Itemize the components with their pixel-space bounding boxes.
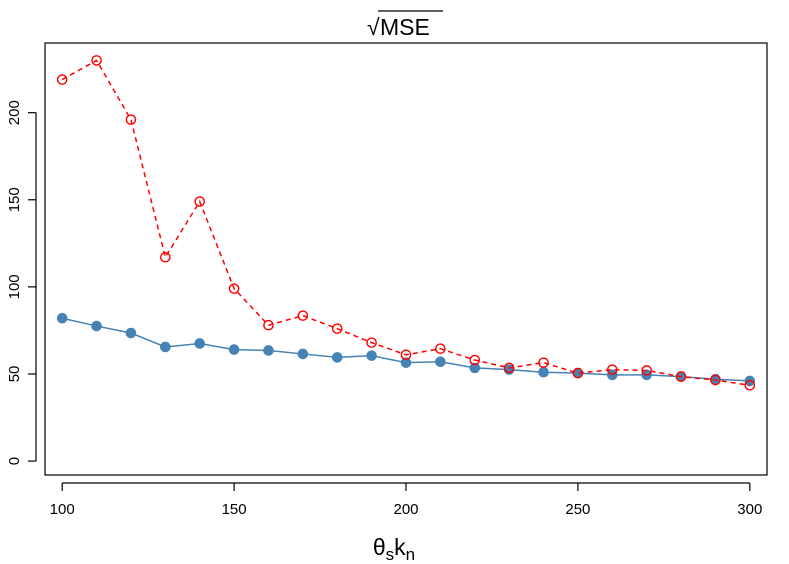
series-2-point [641,365,652,376]
series-2-point [675,371,687,382]
series-1-point [400,357,412,368]
series-2-point [331,323,343,334]
x-axis-label-sub2: n [406,545,415,564]
series-2-point [160,251,171,263]
y-tick-label: 200 [6,100,23,125]
series-2-point [125,114,137,125]
series-2-point [400,349,412,361]
x-tick-label: 150 [222,501,247,518]
series-2-point [572,367,584,379]
series-1-point [538,366,549,378]
series-2-point [606,364,618,375]
series-2-point [503,362,515,374]
series-1-point [160,341,171,353]
y-tick-label: 0 [6,457,23,465]
series-2-point [228,283,240,294]
y-tick-label: 50 [6,366,23,383]
series-2-point [538,357,549,368]
series-1-point [263,345,274,356]
series-1-point [366,350,377,361]
series-2-point [710,374,721,386]
series-2-point [435,343,446,355]
y-axis: 0 50 100 150 200 [6,100,37,465]
series-2-point [91,55,102,66]
series-1-point [125,327,137,339]
plot-frame [44,42,768,476]
x-tick-label: 100 [50,501,75,518]
series-1-point [56,312,68,324]
series-2-point [469,354,481,366]
series-layer [56,55,756,391]
series-2-point [366,337,377,348]
y-tick-label: 150 [6,187,23,212]
series-1-point [228,344,240,355]
title-radical: √ [367,14,380,40]
x-axis-label-sub1: s [386,545,395,564]
chart-title: √ MSE [367,10,443,40]
x-axis-label: θskn [373,534,415,564]
series-2-line [61,59,750,387]
series-1-point [469,362,481,374]
series-1-point [91,320,102,332]
y-tick-label: 100 [6,274,23,299]
series-2-point [263,319,274,331]
series-2-point [56,74,68,85]
series-1-point [297,348,309,360]
x-axis-label-base1: θ [373,534,386,560]
x-axis: 100 150 200 250 300 [50,482,762,518]
series-2-point [194,196,206,207]
series-2-point [744,379,756,391]
title-text: MSE [380,14,430,40]
series-1-point [194,338,206,349]
series-2-point [297,310,309,321]
x-tick-label: 300 [737,501,762,518]
series-1-point [435,356,446,368]
x-axis-label-base2: k [394,534,406,560]
series-1-point [331,352,343,363]
x-tick-label: 200 [393,501,418,518]
x-tick-label: 250 [565,501,590,518]
